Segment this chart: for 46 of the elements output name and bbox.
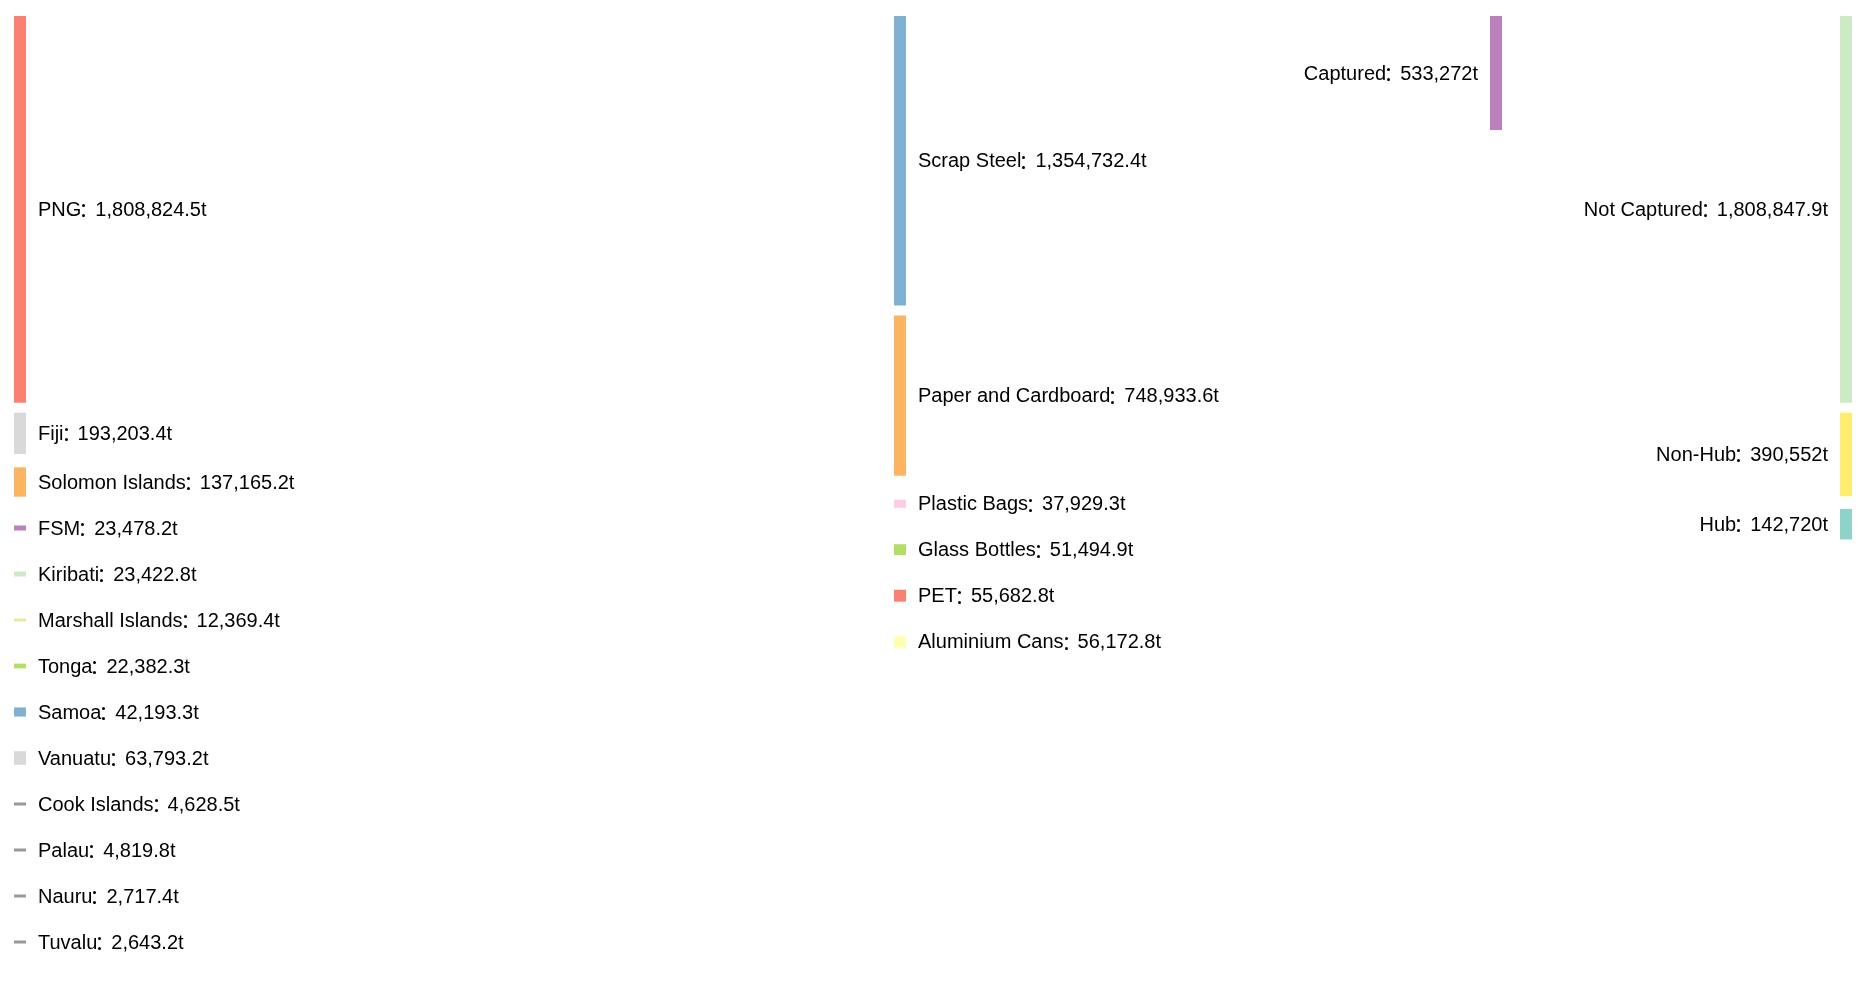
data-label: 1,354,732.4t <box>1035 149 1148 172</box>
category-label: FSM <box>38 516 81 539</box>
data-label: 1,808,824.5t <box>95 197 207 220</box>
data-label: 2,717.4t <box>106 884 180 907</box>
data-label: 533,272t <box>1400 61 1479 84</box>
category-label: Non-Hub <box>1656 442 1737 465</box>
data-label: 12,369.4t <box>196 608 281 631</box>
category-label: Scrap Steel <box>918 149 1022 172</box>
category-label: Samoa <box>38 700 103 723</box>
category-label: Fiji <box>38 421 64 444</box>
category-label: Marshall Islands <box>38 608 183 631</box>
category-label: Nauru <box>38 884 93 907</box>
data-label: 23,478.2t <box>94 516 179 539</box>
category-label: PNG <box>38 197 82 220</box>
data-label: 22,382.3t <box>106 654 191 677</box>
category-label: Paper and Cardboard <box>918 384 1111 407</box>
data-label: 42,193.3t <box>115 700 200 723</box>
data-label: 193,203.4t <box>77 421 173 444</box>
category-label: Vanuatu <box>38 746 112 769</box>
category-label: Kiribati <box>38 562 100 585</box>
data-label: 4,628.5t <box>167 792 241 815</box>
data-label: 748,933.6t <box>1124 384 1220 407</box>
data-label: 23,422.8t <box>113 562 197 585</box>
category-label: Tonga <box>38 654 94 677</box>
data-label: 55,682.8t <box>970 584 1055 607</box>
category-label: Aluminium Cans <box>918 630 1064 653</box>
data-label: 4,819.8t <box>103 838 176 861</box>
data-label: 2,643.2t <box>111 930 185 953</box>
category-label: Palau <box>38 838 90 861</box>
category-label: Glass Bottles <box>918 538 1036 561</box>
category-label: Cook Islands <box>38 792 154 815</box>
data-label: 137,165.2t <box>199 470 295 493</box>
data-label: 142,720t <box>1750 512 1829 535</box>
category-label: Hub <box>1699 512 1737 535</box>
category-label: Plastic Bags <box>918 492 1029 515</box>
category-label: Tuvalu <box>38 930 98 953</box>
data-label: 56,172.8t <box>1077 630 1162 653</box>
data-label: 390,552t <box>1750 442 1829 465</box>
category-label: Solomon Islands <box>38 470 186 493</box>
data-label: 51,494.9t <box>1049 538 1134 561</box>
category-label: PET <box>918 584 957 607</box>
data-label: 63,793.2t <box>125 746 209 769</box>
data-label: 37,929.3t <box>1042 492 1126 515</box>
category-label: Not Captured <box>1583 197 1703 220</box>
data-label: 1,808,847.9t <box>1716 197 1829 220</box>
category-label: Captured <box>1303 61 1387 84</box>
